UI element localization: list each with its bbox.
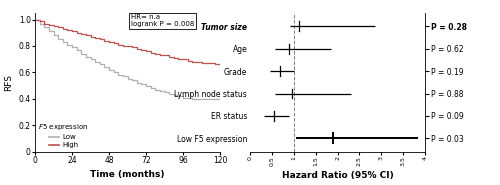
X-axis label: Time (months): Time (months) [90, 170, 165, 179]
X-axis label: Hazard Ratio (95% CI): Hazard Ratio (95% CI) [282, 171, 394, 180]
Legend: Low, High: Low, High [38, 122, 88, 148]
Y-axis label: RFS: RFS [4, 74, 13, 91]
Text: HR= n.a
logrank P = 0.008: HR= n.a logrank P = 0.008 [131, 14, 194, 27]
